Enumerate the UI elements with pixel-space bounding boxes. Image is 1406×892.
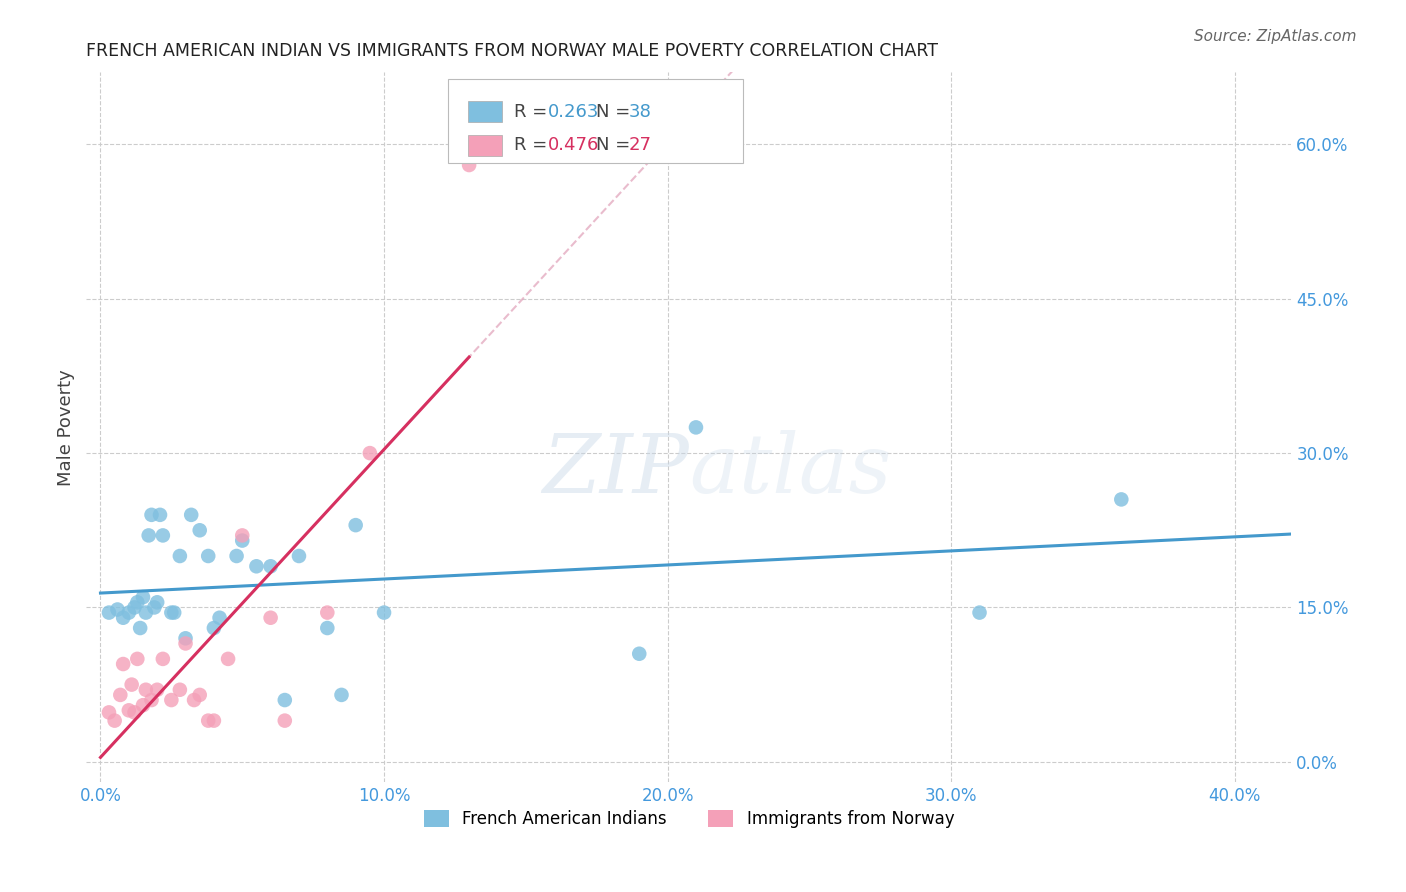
Point — [98, 606, 121, 620]
Bar — [468, 101, 502, 122]
Point — [274, 714, 297, 728]
Point — [132, 698, 155, 713]
Point — [160, 693, 183, 707]
Point — [174, 632, 197, 646]
Legend: French American Indians, Immigrants from Norway: French American Indians, Immigrants from… — [418, 803, 960, 834]
Text: N =: N = — [596, 103, 636, 120]
Point — [217, 652, 239, 666]
Point — [231, 528, 253, 542]
Point — [231, 533, 253, 548]
Text: N =: N = — [596, 136, 636, 154]
Point — [143, 600, 166, 615]
Point — [112, 611, 135, 625]
Point — [183, 693, 205, 707]
Text: R =: R = — [515, 136, 553, 154]
Point — [110, 688, 132, 702]
FancyBboxPatch shape — [449, 78, 744, 162]
Text: ZIP: ZIP — [541, 430, 689, 510]
Point — [124, 706, 146, 720]
Point — [152, 652, 174, 666]
Point — [132, 590, 155, 604]
Point — [245, 559, 267, 574]
Point — [180, 508, 202, 522]
Point — [141, 693, 163, 707]
Point — [208, 611, 231, 625]
Point — [121, 677, 143, 691]
Point — [149, 508, 172, 522]
Point — [197, 714, 219, 728]
Point — [107, 602, 129, 616]
Point — [259, 611, 281, 625]
Point — [141, 508, 163, 522]
Point — [112, 657, 135, 671]
Point — [163, 606, 186, 620]
Point — [969, 606, 991, 620]
Point — [188, 523, 211, 537]
Point — [152, 528, 174, 542]
Point — [458, 158, 481, 172]
Point — [359, 446, 381, 460]
Point — [138, 528, 160, 542]
Point — [174, 636, 197, 650]
Text: Source: ZipAtlas.com: Source: ZipAtlas.com — [1194, 29, 1357, 44]
Point — [98, 706, 121, 720]
Text: atlas: atlas — [689, 430, 891, 510]
Y-axis label: Male Poverty: Male Poverty — [58, 369, 75, 486]
Point — [628, 647, 651, 661]
Point — [146, 682, 169, 697]
Point — [188, 688, 211, 702]
Point — [316, 606, 339, 620]
Point — [202, 621, 225, 635]
Point — [160, 606, 183, 620]
Point — [330, 688, 353, 702]
Point — [373, 606, 395, 620]
Text: R =: R = — [515, 103, 553, 120]
Point — [129, 621, 152, 635]
Point — [169, 682, 191, 697]
Point — [104, 714, 127, 728]
Text: 38: 38 — [628, 103, 651, 120]
Text: 0.476: 0.476 — [548, 136, 599, 154]
Point — [169, 549, 191, 563]
Point — [127, 595, 149, 609]
Point — [225, 549, 247, 563]
Point — [118, 606, 141, 620]
Point — [274, 693, 297, 707]
Text: 27: 27 — [628, 136, 651, 154]
Point — [127, 652, 149, 666]
Point — [135, 606, 157, 620]
Point — [118, 703, 141, 717]
Point — [288, 549, 311, 563]
Bar — [468, 135, 502, 156]
Point — [135, 682, 157, 697]
Point — [344, 518, 367, 533]
Point — [202, 714, 225, 728]
Point — [259, 559, 281, 574]
Point — [1111, 492, 1133, 507]
Text: FRENCH AMERICAN INDIAN VS IMMIGRANTS FROM NORWAY MALE POVERTY CORRELATION CHART: FRENCH AMERICAN INDIAN VS IMMIGRANTS FRO… — [86, 42, 938, 60]
Point — [316, 621, 339, 635]
Text: 0.263: 0.263 — [548, 103, 599, 120]
Point — [197, 549, 219, 563]
Point — [146, 595, 169, 609]
Point — [124, 600, 146, 615]
Point — [685, 420, 707, 434]
